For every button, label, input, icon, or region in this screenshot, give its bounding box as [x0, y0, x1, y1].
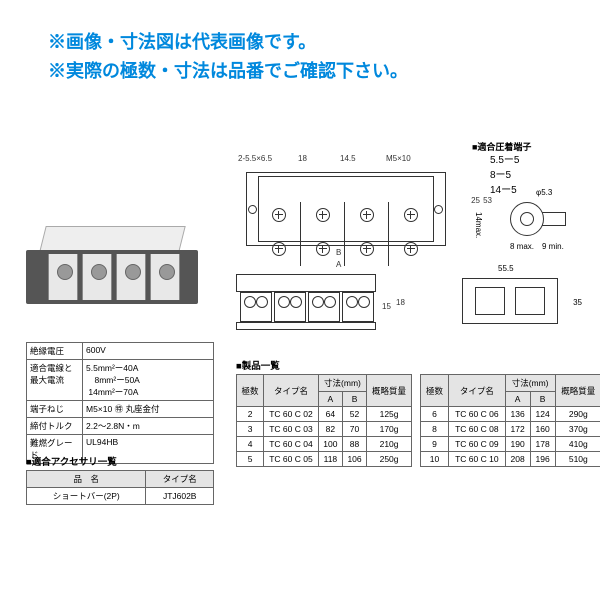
- dim-label: 35: [573, 298, 582, 307]
- dim-label: 18: [396, 298, 405, 307]
- cell: 3: [237, 422, 264, 437]
- cell: TC 60 C 04: [264, 437, 319, 452]
- acc-type: JTJ602B: [146, 488, 214, 505]
- cell: 208: [505, 452, 530, 467]
- spec-value: M5×10 ㊕ 丸座金付: [83, 401, 214, 418]
- notice-block: ※画像・寸法図は代表画像です。 ※実際の極数・寸法は品番でご確認下さい。: [0, 0, 600, 98]
- accessory-table: 品 名タイプ名 ショートバー(2P)JTJ602B: [26, 470, 214, 505]
- spec-label: 絶縁電圧: [27, 343, 83, 360]
- col-type: タイプ名: [264, 375, 319, 407]
- dim-label: B: [336, 248, 341, 257]
- cell: 5: [237, 452, 264, 467]
- cell: 124: [530, 407, 555, 422]
- col-b: B: [530, 392, 555, 407]
- cell: 210g: [367, 437, 412, 452]
- cell: 510g: [555, 452, 600, 467]
- cell: 190: [505, 437, 530, 452]
- side-view-drawing: [236, 274, 376, 334]
- product-photo: [26, 220, 198, 330]
- product-heading: ■製品一覧: [236, 358, 280, 372]
- spec-value: 5.5mm²ー40A 8mm²ー50A 14mm²ー70A: [83, 360, 214, 401]
- cell: 118: [318, 452, 342, 467]
- dim-label: φ5.3: [536, 188, 552, 197]
- cell: 125g: [367, 407, 412, 422]
- cell: TC 60 C 03: [264, 422, 319, 437]
- col-b: B: [342, 392, 366, 407]
- cell: 6: [421, 407, 449, 422]
- cell: TC 60 C 05: [264, 452, 319, 467]
- cell: TC 60 C 06: [449, 407, 506, 422]
- col-type: タイプ名: [449, 375, 506, 407]
- dim-label: A: [336, 260, 341, 269]
- cell: 106: [342, 452, 366, 467]
- ring-terminal-drawing: φ5.3 14max. 8 max. 9 min.: [476, 196, 568, 244]
- cell: 370g: [555, 422, 600, 437]
- spec-label: 締付トルク: [27, 418, 83, 435]
- cell: 82: [318, 422, 342, 437]
- cell: 136: [505, 407, 530, 422]
- col-dim: 寸法(mm): [318, 375, 366, 392]
- cell: TC 60 C 02: [264, 407, 319, 422]
- cell: 178: [530, 437, 555, 452]
- spec-label: 適合電線と最大電流: [27, 360, 83, 401]
- col-a: A: [318, 392, 342, 407]
- cell: 250g: [367, 452, 412, 467]
- cell: 410g: [555, 437, 600, 452]
- cell: 172: [505, 422, 530, 437]
- cell: TC 60 C 08: [449, 422, 506, 437]
- cell: 290g: [555, 407, 600, 422]
- spec-label: 端子ねじ: [27, 401, 83, 418]
- front-view-drawing: 2-5.5×6.5 18 14.5 M5×10 25 53 B A: [236, 152, 456, 262]
- col-wt: 概略質量: [555, 375, 600, 407]
- cell: 9: [421, 437, 449, 452]
- datasheet-content: 絶縁電圧600V 適合電線と最大電流5.5mm²ー40A 8mm²ー50A 14…: [20, 140, 580, 580]
- terminal-item: 5.5ー5: [490, 153, 600, 168]
- col-poles: 極数: [421, 375, 449, 407]
- cell: 4: [237, 437, 264, 452]
- cell: 170g: [367, 422, 412, 437]
- cell: 70: [342, 422, 366, 437]
- terminal-item: 8ー5: [490, 168, 600, 183]
- cell: 52: [342, 407, 366, 422]
- dim-label: M5×10: [386, 154, 411, 163]
- dim-label: 9 min.: [542, 242, 564, 251]
- cell: 2: [237, 407, 264, 422]
- acc-col-name: 品 名: [27, 471, 146, 488]
- product-table-right: 極数 タイプ名 寸法(mm) 概略質量 A B 6TC 60 C 0613612…: [420, 374, 600, 467]
- cell: 88: [342, 437, 366, 452]
- col-wt: 概略質量: [367, 375, 412, 407]
- col-poles: 極数: [237, 375, 264, 407]
- dim-label: 2-5.5×6.5: [238, 154, 272, 163]
- cell: TC 60 C 10: [449, 452, 506, 467]
- dim-label: 8 max.: [510, 242, 534, 251]
- dim-label: 14.5: [340, 154, 356, 163]
- cell: 100: [318, 437, 342, 452]
- dim-label: 18: [298, 154, 307, 163]
- product-table-left: 極数 タイプ名 寸法(mm) 概略質量 A B 2TC 60 C 0264521…: [236, 374, 412, 467]
- dim-label: 14max.: [474, 212, 483, 238]
- spec-table: 絶縁電圧600V 適合電線と最大電流5.5mm²ー40A 8mm²ー50A 14…: [26, 342, 214, 464]
- cell: 64: [318, 407, 342, 422]
- notice-line-1: ※画像・寸法図は代表画像です。: [48, 28, 560, 57]
- spec-value: 2.2～2.8N・m: [83, 418, 214, 435]
- terminal-heading: ■適合圧着端子: [472, 140, 600, 153]
- cell: 8: [421, 422, 449, 437]
- cell: 160: [530, 422, 555, 437]
- acc-name: ショートバー(2P): [27, 488, 146, 505]
- acc-col-type: タイプ名: [146, 471, 214, 488]
- cell: 196: [530, 452, 555, 467]
- col-dim: 寸法(mm): [505, 375, 555, 392]
- spec-value: 600V: [83, 343, 214, 360]
- cell: 10: [421, 452, 449, 467]
- dim-label: 55.5: [498, 264, 514, 273]
- cell: TC 60 C 09: [449, 437, 506, 452]
- notice-line-2: ※実際の極数・寸法は品番でご確認下さい。: [48, 57, 560, 86]
- accessory-heading: ■適合アクセサリ一覧: [26, 454, 117, 468]
- col-a: A: [505, 392, 530, 407]
- dim-label: 15: [382, 302, 391, 311]
- end-view-drawing: 55.5 35: [450, 264, 580, 336]
